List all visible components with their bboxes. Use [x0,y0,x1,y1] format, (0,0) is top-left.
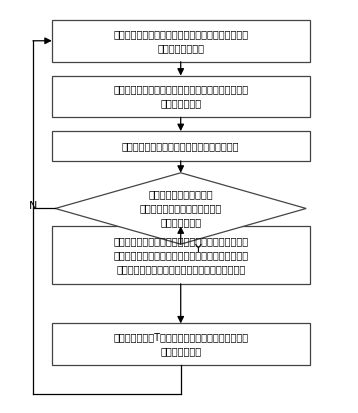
Text: 单片机控制器与镍氢电池电压检测模块通信，获得每
个镍氢电池的电压: 单片机控制器与镍氢电池电压检测模块通信，获得每 个镍氢电池的电压 [113,29,248,53]
Polygon shape [55,173,306,244]
Bar [52,76,310,117]
Bar [52,226,310,284]
Bar [52,20,310,62]
Text: 电压值最大的镍氢电池电
压与所有镍氢电池平均电压偏差
大于一设定阈值: 电压值最大的镍氢电池电 压与所有镍氢电池平均电压偏差 大于一设定阈值 [140,190,222,228]
Text: 单片机通过控制电压最大镍氢电池单体对应的第一接
触器和第二接触器使电压值最大的镍氢电池单体与所
述放电电阻的并联，对所述镍氢电池单体进行放电: 单片机通过控制电压最大镍氢电池单体对应的第一接 触器和第二接触器使电压值最大的镍… [113,236,248,274]
Text: N: N [29,202,37,211]
Text: 单片机控制器求出所有镍氢电池电压的平均值: 单片机控制器求出所有镍氢电池电压的平均值 [122,141,240,151]
Text: 等待设定的时间T，单片机控制器通过控制端子断开
所有接触器开关: 等待设定的时间T，单片机控制器通过控制端子断开 所有接触器开关 [113,332,248,356]
Bar [52,131,310,161]
Text: 单片机控制器根据获得的镍氢电池电压，找出电压值
最大的镍氢电池: 单片机控制器根据获得的镍氢电池电压，找出电压值 最大的镍氢电池 [113,85,248,109]
Text: Y: Y [194,244,201,254]
Bar [52,323,310,365]
